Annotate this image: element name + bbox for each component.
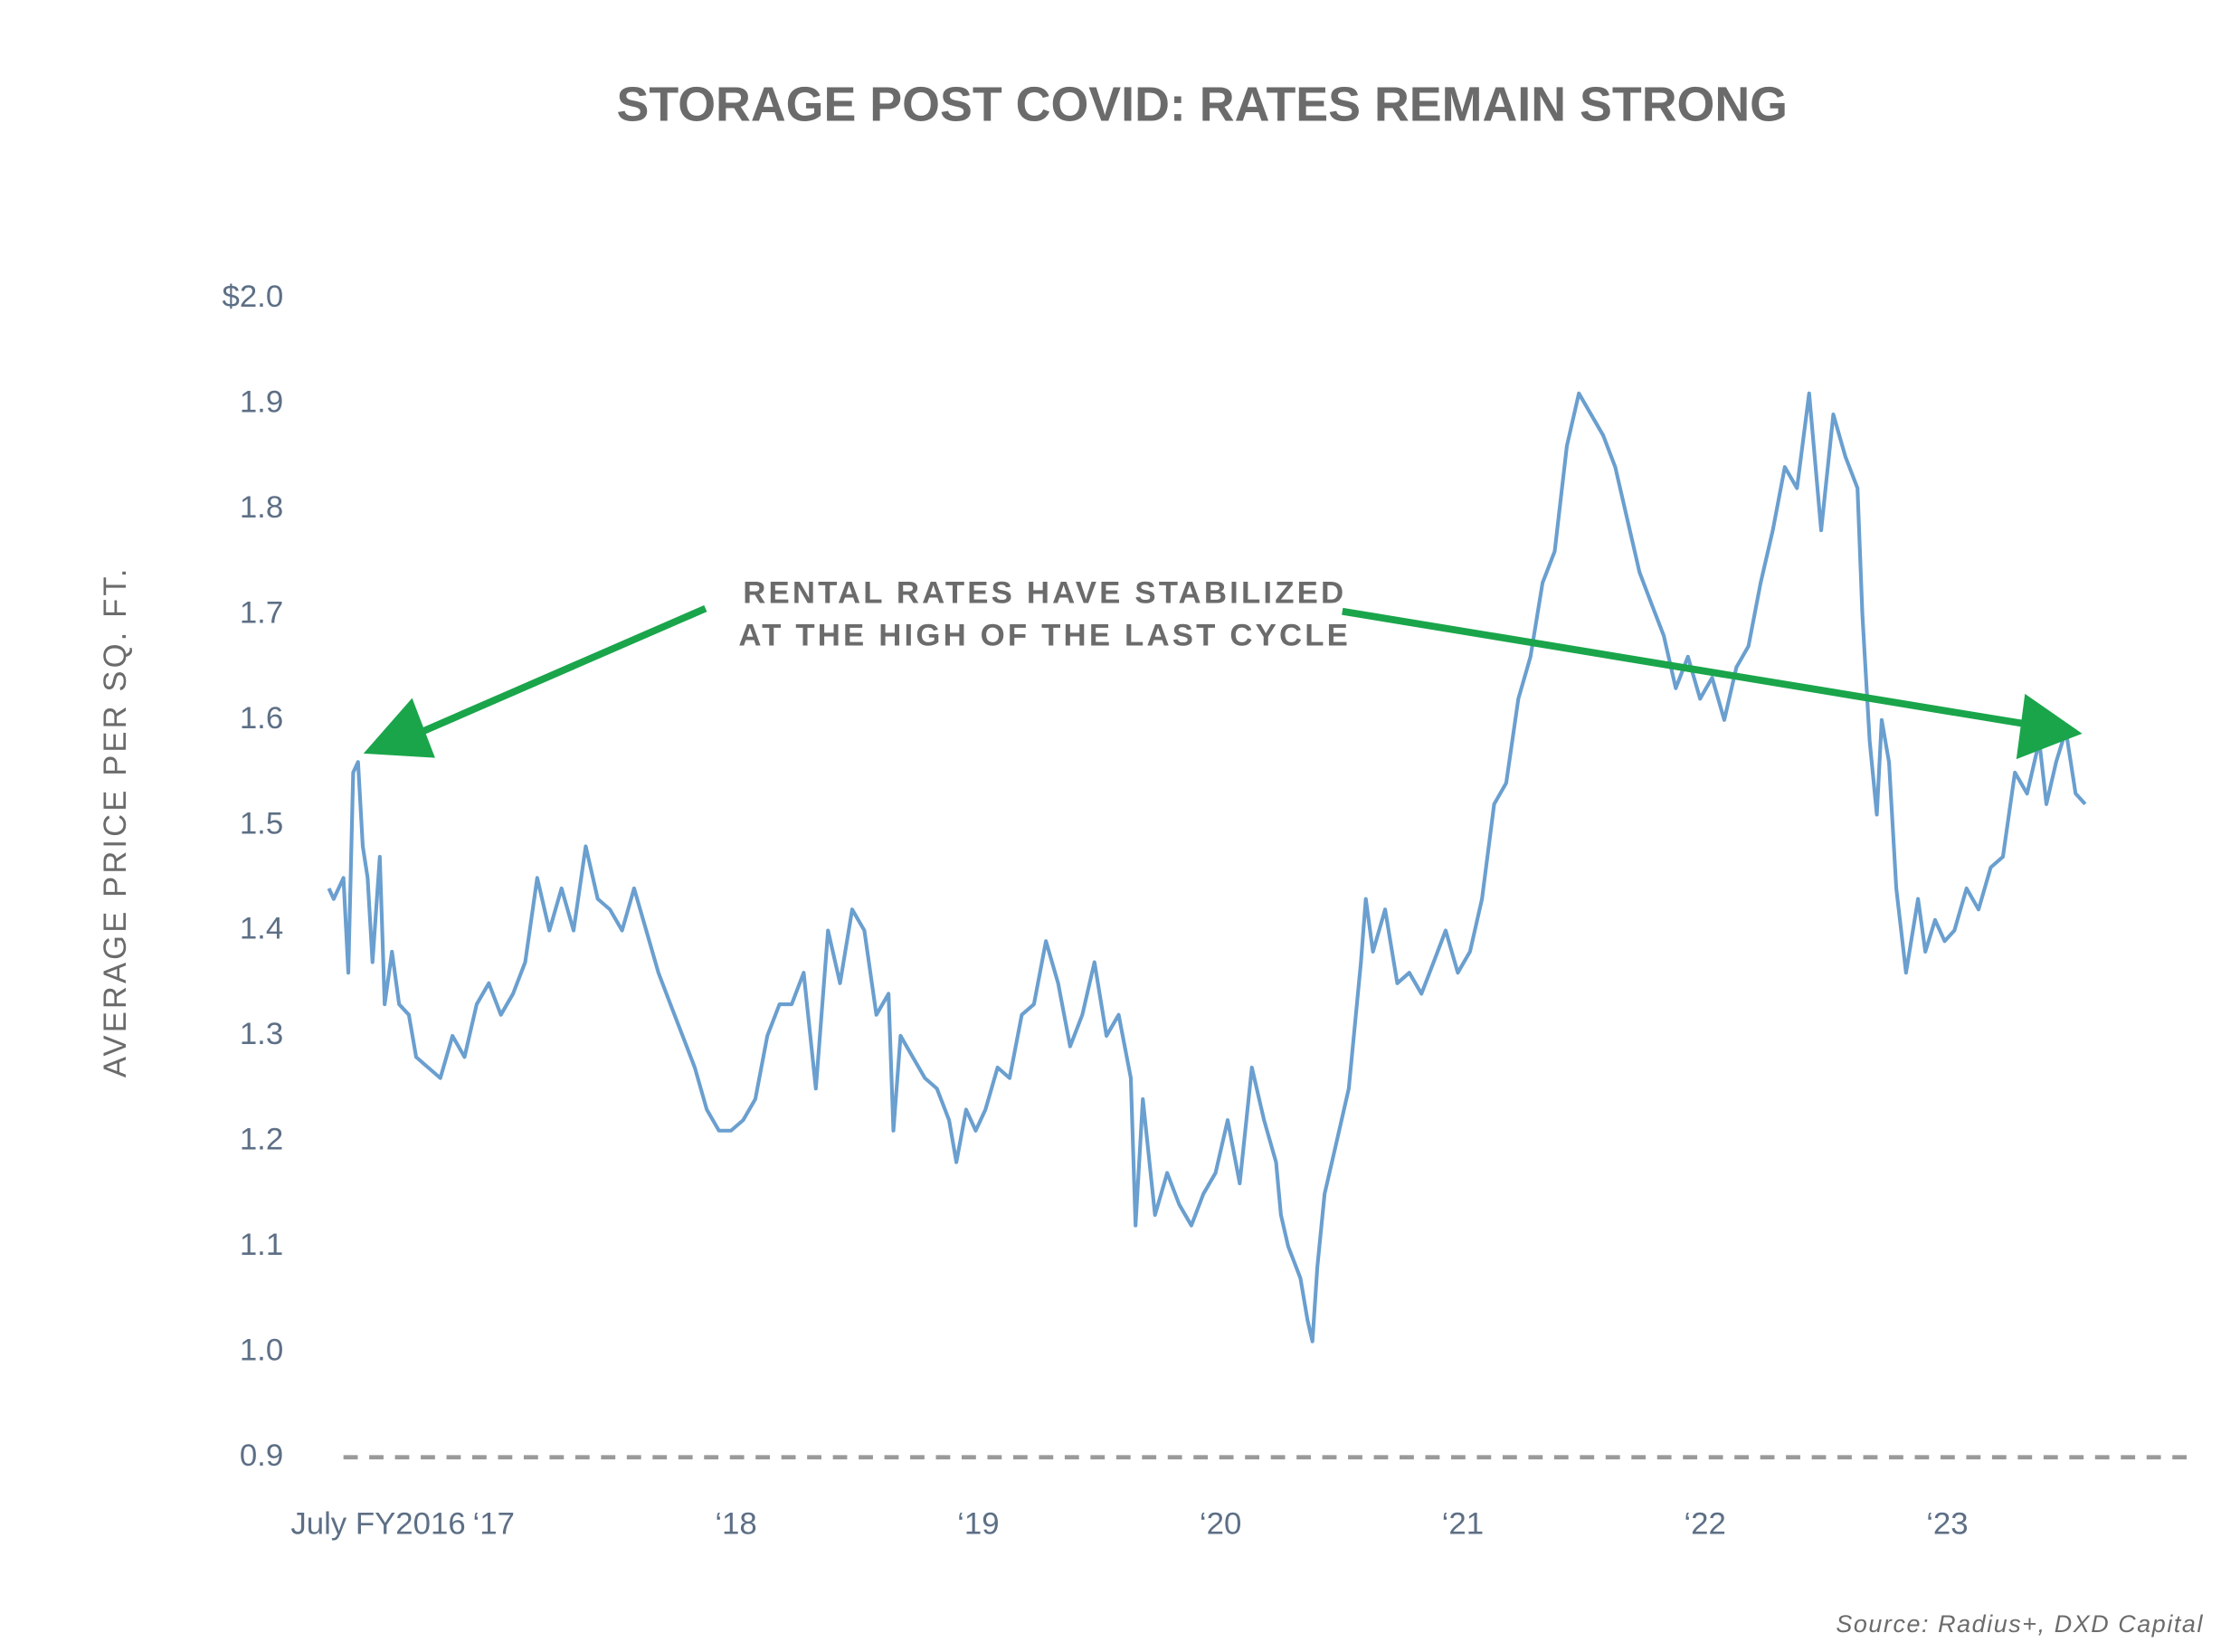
chart-title: STORAGE POST COVID: RATES REMAIN STRONG — [616, 78, 1788, 132]
source: Source: Radius+, DXD Capital — [1836, 1610, 2204, 1638]
arrow-head — [2016, 693, 2083, 760]
y-tick-label: 1.3 — [240, 1017, 283, 1051]
arrow-line — [406, 604, 707, 742]
plot-area: 0.9 1.0 1.1 1.2 1.3 1.4 1.5 1.6 1.7 1.8 1.9 $2.0 Jul… — [222, 280, 2197, 1541]
y-tick-label: 1.0 — [240, 1334, 283, 1368]
y-tick-label: 1.7 — [240, 596, 283, 631]
y-tick-label: 1.5 — [240, 806, 283, 840]
y-tick-label: 1.6 — [240, 701, 283, 736]
x-tick-label: ‘17 — [473, 1506, 515, 1541]
x-tick-label: ‘23 — [1926, 1506, 1968, 1541]
y-tick-label: 1.9 — [240, 385, 283, 420]
arrow-head — [363, 698, 435, 758]
x-tick-label: ‘20 — [1200, 1506, 1241, 1541]
x-tick-label: ‘22 — [1684, 1506, 1725, 1541]
y-tick-label: 1.2 — [240, 1123, 283, 1157]
annotation: AT THE HIGH OF THE LAST CYCLE — [738, 619, 1351, 653]
arrows — [363, 604, 2083, 760]
arrow-line — [1342, 607, 2033, 729]
x-tick-label: ‘19 — [957, 1506, 999, 1541]
y-tick-label: 1.1 — [240, 1228, 283, 1262]
y-tick-label: 1.4 — [240, 912, 283, 946]
y-tick-label: 1.8 — [240, 490, 283, 525]
y-axis-label: AVERAGE PRICE PER SQ. FT. — [99, 565, 133, 1078]
x-tick-label: July FY2016 — [290, 1506, 465, 1541]
y-tick-label: $2.0 — [222, 280, 283, 314]
x-tick-label: ‘21 — [1442, 1506, 1484, 1541]
price-line — [327, 391, 2087, 1343]
y-tick-label: 0.9 — [240, 1438, 283, 1473]
annotation: RENTAL RATES HAVE STABILIZED — [743, 575, 1346, 610]
x-tick-label: ‘18 — [715, 1506, 756, 1541]
